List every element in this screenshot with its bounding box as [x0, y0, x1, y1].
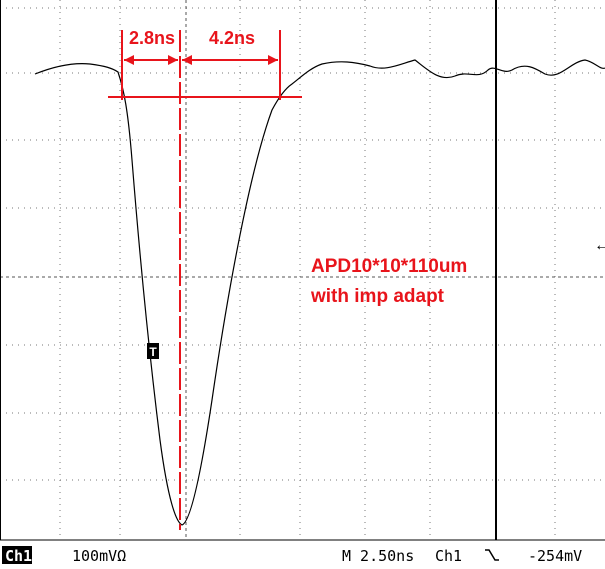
channel-scale: 100mVΩ [72, 547, 126, 565]
timebase: M 2.50ns [342, 547, 414, 565]
width-label: 2.8ns [129, 28, 175, 48]
trigger-level: -254mV [528, 547, 582, 565]
device-label: APD10*10*110um [311, 256, 467, 277]
width-label: 4.2ns [209, 28, 255, 48]
trigger-marker: T [147, 343, 159, 359]
trigger-channel: Ch1 [435, 547, 462, 565]
device-label: with imp adapt [310, 286, 445, 307]
channel-label: Ch1 [5, 547, 32, 565]
trigger-marker-label: T [149, 345, 157, 359]
level-arrow: ← [594, 237, 605, 254]
oscilloscope-screen: T ← 2.8ns 4.2ns APD10*10*110um with imp … [0, 0, 605, 569]
background [0, 0, 605, 569]
